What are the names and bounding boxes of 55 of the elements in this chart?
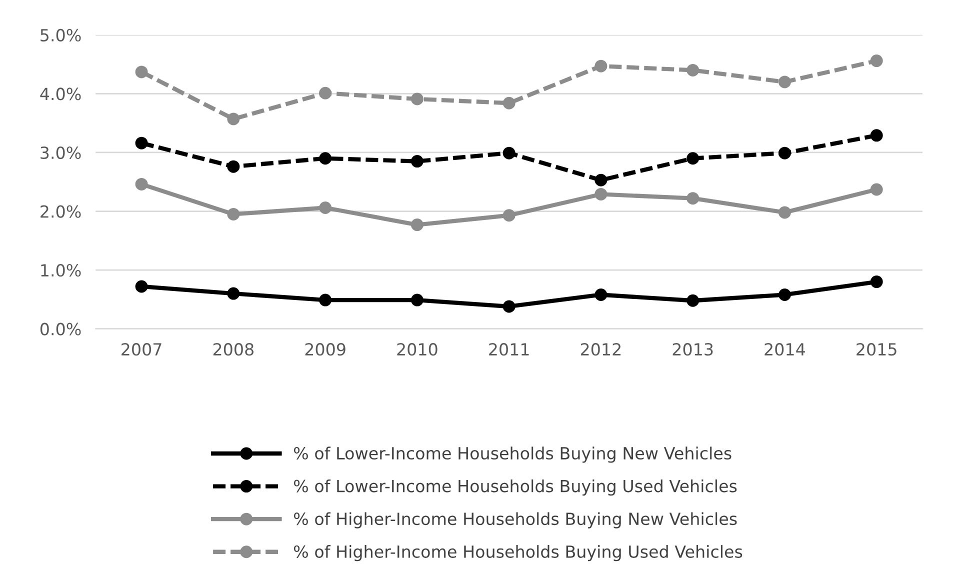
point [870, 276, 883, 288]
legend-label: % of Higher-Income Households Buying New Vehicles [294, 512, 737, 528]
point [778, 288, 791, 301]
point [227, 287, 240, 300]
point [502, 146, 516, 160]
x-tick-label: 2008 [213, 343, 254, 356]
point [594, 188, 608, 200]
point [870, 129, 883, 142]
x-tick-label: 2007 [122, 343, 162, 356]
point [686, 294, 700, 307]
y-tick-label: 2.0% [40, 205, 81, 218]
legend-label: % of Lower-Income Households Buying New Vehicles [294, 446, 732, 463]
point [594, 288, 608, 301]
point [870, 183, 883, 196]
point [319, 294, 332, 306]
point [778, 76, 791, 88]
y-tick-label: 3.0% [40, 146, 81, 160]
x-tick-label: 2011 [489, 343, 529, 356]
point [778, 146, 791, 160]
x-tick-label: 2012 [580, 343, 620, 356]
point [227, 112, 240, 126]
y-tick-label: 1.0% [41, 264, 81, 277]
x-tick-label: 2013 [672, 343, 713, 356]
point [502, 96, 516, 110]
point [410, 294, 424, 306]
point [502, 209, 516, 222]
x-tick-label: 2009 [305, 343, 346, 356]
point [135, 66, 148, 78]
point [319, 201, 332, 214]
point [502, 300, 516, 313]
point [778, 206, 791, 219]
legend-label: % of Higher-Income Households Buying Used Vehicles [294, 545, 742, 562]
point [410, 92, 424, 106]
point [594, 60, 608, 72]
point [227, 208, 240, 220]
y-tick-label: 5.0% [40, 28, 81, 42]
x-tick-label: 2010 [397, 343, 438, 356]
y-tick-label: 4.0% [40, 88, 81, 100]
legend-label: % of Lower-Income Households Buying Used Vehicles [294, 479, 737, 496]
x-tick-label: 2015 [856, 343, 896, 356]
point [594, 174, 608, 186]
point [686, 64, 700, 76]
point [135, 136, 148, 150]
point [135, 280, 148, 293]
point [410, 155, 424, 168]
point [410, 218, 424, 232]
x-tick-label: 2014 [764, 343, 805, 356]
point [319, 152, 332, 165]
point [319, 86, 332, 100]
point [686, 192, 700, 205]
point [686, 152, 700, 165]
point [135, 178, 148, 190]
point [227, 160, 240, 173]
y-tick-label: 0.0% [40, 322, 81, 336]
point [870, 54, 883, 68]
